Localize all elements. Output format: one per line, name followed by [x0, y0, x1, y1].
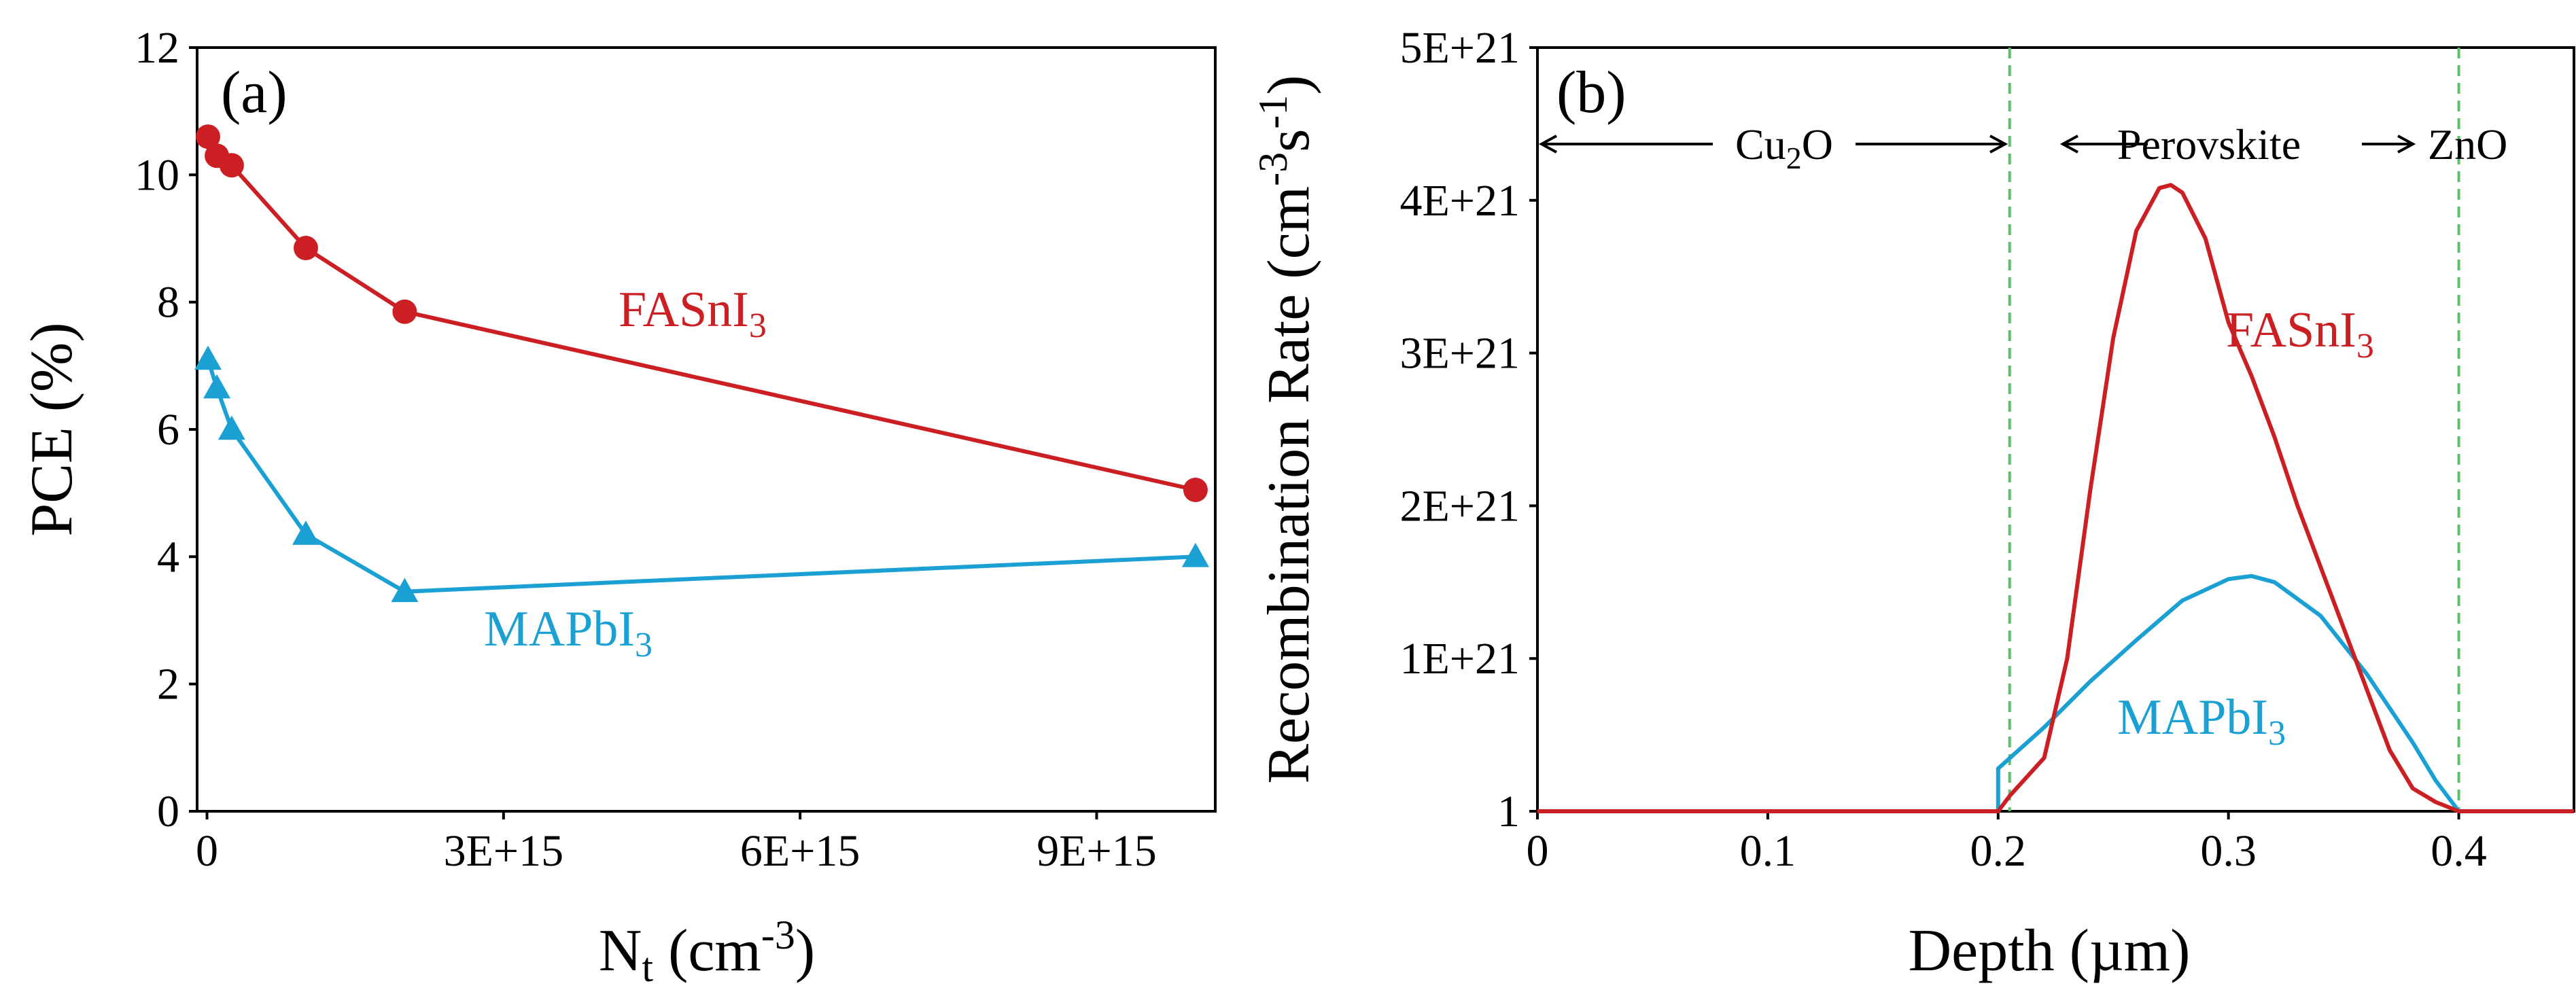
panel-b-chart: (b) Recombination Rate (cm-3s-1) Depth (… — [1251, 23, 2575, 984]
fasni3-label-base: FASnI — [619, 282, 749, 338]
y-axis-title-b: Recombination Rate (cm-3s-1) — [1251, 75, 1322, 783]
mapbi3-label-base: MAPbI — [484, 601, 635, 657]
data-point-fasni3-4 — [392, 299, 417, 324]
data-point-mapbi3-2 — [217, 415, 245, 440]
series-label-fasni3-b: FASnI3 — [2226, 302, 2374, 366]
series-line-mapbi3-a — [206, 359, 1196, 594]
y-tick-label-a-3: 6 — [157, 405, 179, 455]
x-tick-label-a-1: 3E+15 — [444, 826, 564, 876]
x-tick-label-b-3: 0.3 — [2200, 826, 2257, 876]
arrow-perovskite-region — [2059, 135, 2416, 154]
x-tick-label-a-2: 6E+15 — [740, 826, 860, 876]
axis-ticks-a: 0 2 4 6 8 10 12 0 3E+15 6E+15 9E+15 — [135, 23, 1157, 876]
data-point-fasni3-3 — [293, 236, 318, 261]
data-point-fasni3-5 — [1183, 477, 1208, 502]
plot-frame-a — [196, 46, 1217, 813]
data-point-mapbi3-5 — [1181, 542, 1209, 567]
panel-b-label: (b) — [1556, 60, 1626, 126]
x-tick-label-b-0: 0 — [1527, 826, 1549, 876]
series-line-fasni3-b — [1537, 183, 2574, 813]
x-tick-label-a-0: 0 — [196, 826, 218, 876]
series-layer-b — [1537, 183, 2574, 813]
x-axis-title-b: Depth (µm) — [1909, 918, 2191, 984]
data-point-mapbi3-4 — [391, 578, 419, 603]
series-label-mapbi3-b: MAPbI3 — [2117, 690, 2286, 753]
panel-a-chart: (a) PCE (%) Nt (cm-3) 0 2 4 6 8 10 12 0 3E+15 6E+… — [19, 23, 1217, 990]
y-tick-label-a-4: 8 — [157, 278, 179, 327]
region-label-perovskite: Perovskite — [2117, 120, 2301, 169]
plot-frame-b — [1536, 46, 2575, 813]
layer-dividers — [2008, 48, 2460, 811]
y-tick-label-a-6: 12 — [135, 23, 179, 73]
series-layer-a — [194, 124, 1209, 603]
y-tick-label-a-0: 0 — [157, 787, 179, 836]
y-tick-label-a-2: 4 — [157, 532, 179, 582]
data-point-mapbi3-1 — [203, 374, 231, 399]
y-tick-label-b-3: 3E+21 — [1399, 329, 1520, 378]
x-tick-label-b-2: 0.2 — [1970, 826, 2027, 876]
x-tick-label-b-4: 0.4 — [2431, 826, 2487, 876]
data-point-mapbi3-0 — [194, 345, 222, 370]
y-tick-label-b-0: 1 — [1497, 787, 1520, 836]
region-label-cu2o: Cu2O — [1735, 120, 1833, 175]
series-label-mapbi3-a: MAPbI3 — [484, 601, 652, 665]
data-point-mapbi3-3 — [292, 520, 319, 545]
y-tick-label-b-5: 5E+21 — [1399, 23, 1520, 73]
y-tick-label-b-1: 1E+21 — [1399, 634, 1520, 684]
series-label-fasni3-a: FASnI3 — [619, 282, 767, 345]
x-tick-label-b-1: 0.1 — [1740, 826, 1796, 876]
y-axis-title-a: PCE (%) — [19, 322, 85, 536]
data-point-fasni3-0 — [195, 124, 220, 149]
y-tick-label-a-5: 10 — [135, 150, 179, 200]
arrow-cu2o-region — [1538, 135, 2008, 154]
region-annotations: Cu2O Perovskite ZnO — [1538, 120, 2507, 175]
axis-ticks-b: 1 1E+21 2E+21 3E+21 4E+21 5E+21 0 0.1 0.2 0.3 0.4 — [1399, 23, 2486, 876]
data-point-fasni3-2 — [219, 153, 244, 178]
y-tick-label-a-1: 2 — [157, 660, 179, 709]
x-axis-title-a: Nt (cm-3) — [599, 913, 815, 990]
panel-a-label: (a) — [221, 60, 288, 126]
y-tick-label-b-2: 2E+21 — [1399, 481, 1520, 531]
region-label-zno: ZnO — [2428, 120, 2507, 169]
x-tick-label-a-3: 9E+15 — [1037, 826, 1157, 876]
y-tick-label-b-4: 4E+21 — [1399, 176, 1520, 226]
